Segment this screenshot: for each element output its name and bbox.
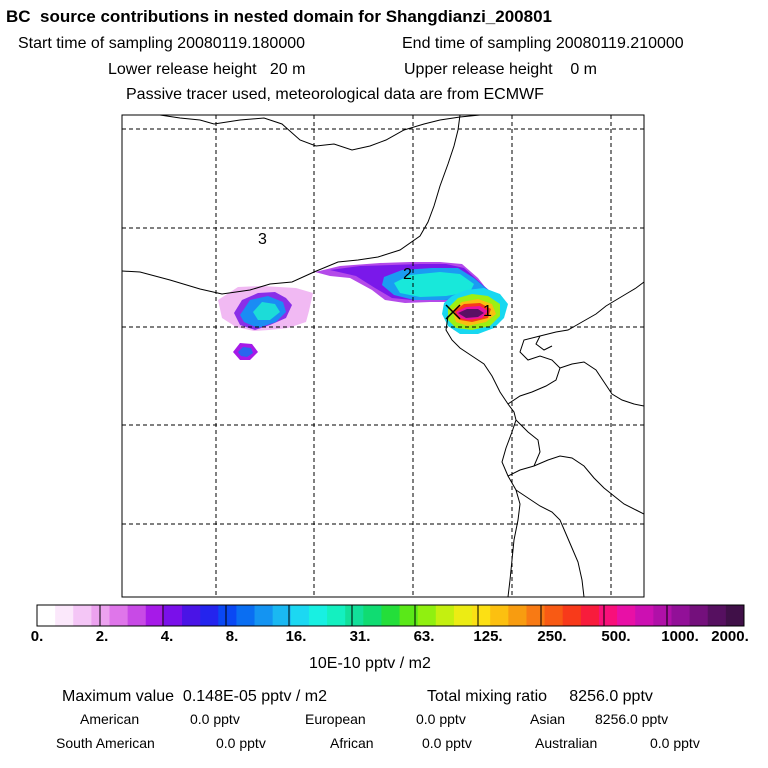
colorbar-swatch bbox=[200, 605, 219, 626]
colorbar-swatch bbox=[635, 605, 654, 626]
region-value: 8256.0 pptv bbox=[595, 711, 669, 727]
colorbar-label: 8. bbox=[225, 628, 239, 645]
colorbar-swatch bbox=[544, 605, 564, 626]
colorbar-swatch bbox=[671, 605, 691, 626]
region-value: 0.0 pptv bbox=[422, 735, 472, 751]
lower-release-height: Lower release height 20 m bbox=[108, 61, 306, 78]
colorbar-label: 2000. bbox=[711, 628, 749, 645]
colorbar-swatch bbox=[290, 605, 310, 626]
colorbar-swatch bbox=[417, 605, 437, 626]
colorbar-swatch bbox=[617, 605, 636, 626]
colorbar-swatch bbox=[399, 605, 419, 626]
region-name: Asian bbox=[530, 711, 566, 727]
colorbar-units: 10E-10 pptv / m2 bbox=[309, 655, 431, 672]
colorbar-swatch bbox=[472, 605, 491, 626]
colorbar-label: 125. bbox=[473, 628, 503, 645]
coastline bbox=[122, 115, 644, 597]
colorbar-label: 16. bbox=[285, 628, 307, 645]
colorbar-label: 1000. bbox=[661, 628, 699, 645]
tracer-note: Passive tracer used, meteorological data… bbox=[126, 86, 544, 103]
colorbar-swatch bbox=[182, 605, 201, 626]
colorbar-frame bbox=[36, 604, 745, 627]
colorbar-swatch bbox=[127, 605, 147, 626]
colorbar-swatch bbox=[526, 605, 546, 626]
colorbar-swatch bbox=[562, 605, 582, 626]
colorbar-swatch bbox=[508, 605, 527, 626]
lat-lon-grid bbox=[122, 115, 644, 597]
colorbar-swatch bbox=[91, 605, 111, 626]
colorbar-label: 31. bbox=[349, 628, 371, 645]
colorbar-swatch bbox=[163, 605, 183, 626]
colorbar-swatch bbox=[381, 605, 401, 626]
upper-release-height: Upper release height 0 m bbox=[404, 61, 597, 78]
region-name: European bbox=[305, 711, 366, 727]
maximum-value: Maximum value 0.148E-05 pptv / m2 bbox=[62, 688, 328, 705]
region-value: 0.0 pptv bbox=[216, 735, 266, 751]
total-mixing-ratio: Total mixing ratio 8256.0 pptv bbox=[427, 688, 653, 705]
colorbar-swatch bbox=[653, 605, 672, 626]
colorbar-swatch bbox=[598, 605, 618, 626]
colorbar-label: 63. bbox=[413, 628, 435, 645]
marker-3: 3 bbox=[258, 231, 267, 248]
colorbar-swatch bbox=[689, 605, 709, 626]
region-name: American bbox=[80, 711, 140, 727]
colorbar-swatch bbox=[327, 605, 346, 626]
x-receptor-icon bbox=[445, 304, 461, 320]
colorbar-swatch bbox=[580, 605, 600, 626]
colorbar-swatch bbox=[308, 605, 328, 626]
colorbar bbox=[37, 605, 745, 626]
colorbar-swatch bbox=[218, 605, 237, 626]
region-value: 0.0 pptv bbox=[416, 711, 466, 727]
plot-title: BC source contributions in nested domain… bbox=[6, 7, 552, 26]
plume-layer bbox=[122, 115, 644, 597]
marker-1: 1 bbox=[483, 303, 492, 320]
colorbar-swatch bbox=[109, 605, 129, 626]
colorbar-swatch bbox=[725, 605, 745, 626]
colorbar-label: 0. bbox=[30, 628, 44, 645]
colorbar-swatch bbox=[272, 605, 292, 626]
colorbar-label: 500. bbox=[601, 628, 631, 645]
colorbar-swatch bbox=[73, 605, 92, 626]
map-frame bbox=[121, 114, 645, 598]
marker-2: 2 bbox=[403, 266, 412, 283]
colorbar-swatch bbox=[236, 605, 256, 626]
region-name: Australian bbox=[535, 735, 598, 751]
colorbar-swatch bbox=[55, 605, 74, 626]
start-time-label: Start time of sampling 20080119.180000 bbox=[18, 35, 306, 52]
colorbar-swatch bbox=[490, 605, 509, 626]
region-value: 0.0 pptv bbox=[190, 711, 240, 727]
colorbar-label: 250. bbox=[537, 628, 567, 645]
colorbar-swatch bbox=[37, 605, 56, 626]
colorbar-swatch bbox=[145, 605, 165, 626]
region-name: South American bbox=[56, 735, 155, 751]
end-time-label: End time of sampling 20080119.210000 bbox=[402, 35, 684, 52]
colorbar-label: 4. bbox=[160, 628, 174, 645]
colorbar-swatch bbox=[254, 605, 274, 626]
colorbar-swatch bbox=[453, 605, 473, 626]
colorbar-label: 2. bbox=[95, 628, 109, 645]
region-value: 0.0 pptv bbox=[650, 735, 700, 751]
colorbar-swatch bbox=[707, 605, 727, 626]
colorbar-swatch bbox=[363, 605, 382, 626]
colorbar-swatch bbox=[435, 605, 455, 626]
region-name: African bbox=[330, 735, 374, 751]
colorbar-swatch bbox=[345, 605, 364, 626]
